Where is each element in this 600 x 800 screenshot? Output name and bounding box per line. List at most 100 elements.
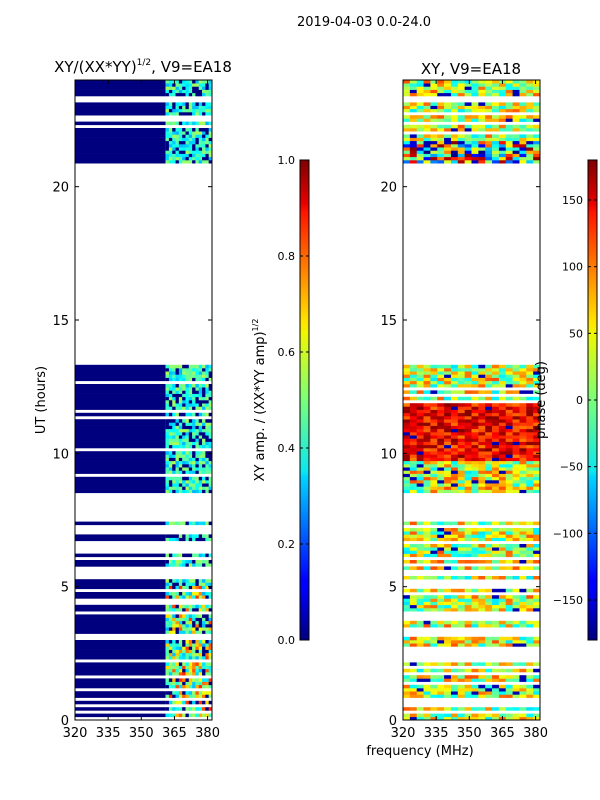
heatmap-cell: [403, 422, 411, 426]
heatmap-cell: [457, 160, 465, 164]
heatmap-cell: [195, 371, 200, 375]
heatmap-cell: [505, 675, 513, 679]
heatmap-cell: [195, 128, 200, 132]
heatmap-cell: [188, 595, 193, 599]
heatmap-cell: [450, 412, 459, 417]
heatmap-cell: [526, 371, 534, 375]
heatmap-cell: [205, 396, 209, 401]
heatmap-cell: [485, 128, 493, 132]
masked-row: [75, 128, 166, 132]
heatmap-cell: [505, 406, 513, 410]
heatmap-cell: [464, 422, 472, 426]
heatmap-cell: [175, 464, 180, 468]
heatmap-cell: [416, 412, 424, 417]
heatmap-cell: [505, 451, 513, 455]
heatmap-cell: [464, 86, 472, 90]
heatmap-cell: [178, 102, 183, 106]
heatmap-cell: [505, 636, 513, 641]
heatmap-cell: [205, 585, 209, 590]
heatmap-cell: [512, 364, 520, 369]
heatmap-cell: [185, 425, 190, 430]
heatmap-cell: [175, 678, 180, 682]
heatmap-cell: [403, 588, 411, 593]
heatmap-cell: [437, 473, 445, 478]
heatmap-cell: [188, 364, 193, 369]
heatmap-cell: [416, 566, 424, 570]
heatmap-cell: [471, 595, 479, 599]
masked-row: [75, 387, 166, 391]
heatmap-cell: [208, 537, 212, 542]
heatmap-cell: [205, 656, 209, 660]
heatmap-cell: [165, 432, 170, 436]
heatmap-cell: [457, 560, 465, 564]
heatmap-cell: [195, 150, 200, 154]
heatmap-cell: [175, 422, 180, 426]
heatmap-cell: [533, 419, 540, 423]
heatmap-cell: [464, 454, 472, 458]
heatmap-cell: [519, 124, 527, 129]
heatmap-cell: [165, 624, 170, 628]
heatmap-cell: [416, 467, 424, 471]
heatmap-cell: [526, 368, 534, 372]
heatmap-cell: [533, 153, 540, 158]
heatmap-cell: [208, 467, 212, 471]
heatmap-cell: [464, 160, 472, 164]
heatmap-cell: [165, 646, 170, 650]
heatmap-cell: [430, 134, 438, 138]
heatmap-cell: [519, 521, 527, 526]
heatmap-cell: [478, 643, 486, 647]
heatmap-cell: [185, 153, 190, 158]
heatmap-cell: [457, 483, 465, 487]
masked-row: [75, 137, 166, 142]
heatmap-cell: [185, 112, 190, 116]
heatmap-cell: [205, 646, 209, 650]
heatmap-cell: [195, 156, 200, 161]
heatmap-cell: [533, 713, 540, 718]
heatmap-cell: [437, 534, 445, 538]
heatmap-cell: [208, 134, 212, 138]
heatmap-cell: [512, 390, 520, 394]
heatmap-cell: [423, 467, 431, 471]
heatmap-cell: [512, 678, 520, 682]
heatmap-cell: [168, 592, 173, 596]
heatmap-cell: [202, 646, 206, 650]
heatmap-cell: [178, 371, 183, 375]
heatmap-cell: [471, 124, 479, 129]
heatmap-cell: [185, 700, 190, 705]
heatmap-cell: [192, 668, 196, 673]
heatmap-cell: [444, 601, 452, 606]
heatmap-cell: [505, 105, 513, 110]
heatmap-cell: [485, 377, 493, 382]
heatmap-cell: [403, 604, 411, 609]
heatmap-cell: [178, 582, 183, 586]
heatmap-cell: [168, 582, 173, 586]
heatmap-cell: [478, 707, 486, 711]
heatmap-cell: [168, 364, 173, 369]
heatmap-cell: [403, 636, 411, 641]
heatmap-cell: [464, 604, 472, 609]
heatmap-cell: [498, 473, 507, 478]
heatmap-cell: [478, 620, 486, 625]
heatmap-cell: [182, 652, 186, 657]
heatmap-cell: [409, 483, 417, 487]
heatmap-cell: [457, 480, 465, 484]
heatmap-cell: [423, 409, 431, 414]
masked-row: [75, 131, 166, 135]
heatmap-cell: [185, 464, 190, 468]
heatmap-cell: [533, 483, 540, 487]
heatmap-cell: [450, 707, 459, 711]
heatmap-cell: [423, 544, 431, 548]
heatmap-cell: [168, 108, 173, 113]
heatmap-cell: [403, 486, 411, 490]
heatmap-cell: [192, 678, 196, 682]
heatmap-cell: [430, 89, 438, 94]
heatmap-cell: [175, 406, 180, 410]
heatmap-cell: [168, 400, 173, 404]
heatmap-cell: [205, 467, 209, 471]
heatmap-cell: [526, 108, 534, 113]
heatmap-cell: [437, 364, 445, 369]
heatmap-cell: [478, 675, 486, 679]
heatmap-cell: [172, 668, 176, 673]
heatmap-cell: [505, 566, 513, 570]
heatmap-cell: [178, 89, 183, 94]
